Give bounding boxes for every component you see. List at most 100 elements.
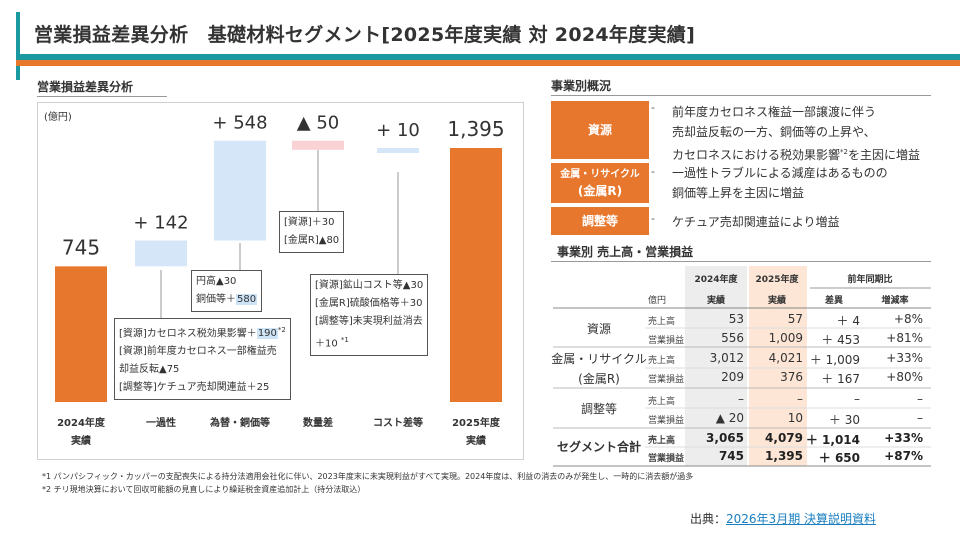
biz-dash-resources: - <box>651 101 655 114</box>
th-diff: 差異 <box>824 296 843 306</box>
row-metric-2-op: 営業損益 <box>648 416 685 426</box>
waterfall-bar-5 <box>450 148 502 402</box>
th-2024: 2024年度 <box>694 275 738 285</box>
annotation-fx: 円高▲30 銅価等＋580 <box>191 270 263 312</box>
waterfall-category-label-1: 一過性 <box>146 416 176 429</box>
th-unit: 億円 <box>648 296 667 306</box>
cell-2025-3-sales: 4,079 <box>765 431 803 445</box>
cell-2024-2-sales: – <box>738 392 744 406</box>
cell-rate-1-sales: +33% <box>886 351 923 365</box>
cell-2024-2-op: ▲ 20 <box>715 411 744 425</box>
annotation-cost: [資源]鉱山コスト等▲30 [金属R]硫酸価格等＋30 [調整等]未実現利益消去… <box>310 274 429 357</box>
table-section-underline <box>551 261 931 262</box>
biz-box-resources: 資源 <box>551 101 649 159</box>
cell-rate-2-op: – <box>917 411 923 425</box>
waterfall-category-label-5-l1: 実績 <box>466 434 486 447</box>
cell-diff-0-sales: ＋ 4 <box>836 314 860 328</box>
row-metric-1-sales: 売上高 <box>648 356 676 366</box>
waterfall-category-label-2: 為替・銅価等 <box>209 416 270 429</box>
chart-unit-label: (億円) <box>44 112 72 123</box>
th-2025: 2025年度 <box>755 275 799 285</box>
title-accent-bar <box>16 12 20 80</box>
source-line: 出典：2026年3月期 決算説明資料 <box>690 510 876 527</box>
cell-rate-3-op: +87% <box>884 449 923 463</box>
waterfall-value-label-0: 745 <box>62 235 100 259</box>
cell-2024-1-op: 209 <box>721 370 744 384</box>
cell-diff-1-sales: ＋ 1,009 <box>809 353 860 367</box>
biz-dash-metals: - <box>651 165 655 178</box>
chart-frame <box>37 102 524 460</box>
cell-2024-3-sales: 3,065 <box>706 431 744 445</box>
cell-rate-0-op: +81% <box>886 331 923 345</box>
row-metric-3-sales: 売上高 <box>648 436 676 446</box>
header-band-orange <box>16 60 960 66</box>
biz-section-label: 事業別概況 <box>551 79 612 93</box>
th-actual-2024: 実績 <box>706 296 725 306</box>
biz-box-metals: 金属・リサイクル (金属R) <box>551 163 649 203</box>
footnote-2: *2 チリ現地決算において回収可能額の見直しにより繰延税金資産追加計上（持分法取… <box>42 485 366 494</box>
biz-box-adjustment: 調整等 <box>551 207 649 235</box>
row-name-0: 資源 <box>586 322 611 336</box>
cell-2024-1-sales: 3,012 <box>709 351 744 365</box>
cell-2025-1-op: 376 <box>780 370 803 384</box>
footnote-1: *1 パンパシフィック・カッパーの支配喪失による持分法適用会社化に伴い、2023… <box>42 472 694 481</box>
source-link[interactable]: 2026年3月期 決算説明資料 <box>726 512 877 526</box>
page-title: 営業損益差異分析 基礎材料セグメント[2025年度実績 対 2024年度実績] <box>34 24 696 46</box>
cell-diff-3-sales: ＋ 1,014 <box>805 433 860 447</box>
cell-2024-0-op: 556 <box>721 331 744 345</box>
row-metric-1-op: 営業損益 <box>648 375 685 385</box>
chart-section-label: 営業損益差異分析 <box>37 80 134 94</box>
cell-rate-2-sales: – <box>917 392 923 406</box>
cell-diff-2-sales: – <box>854 392 860 406</box>
source-prefix: 出典： <box>690 512 727 526</box>
waterfall-value-label-3: ▲ 50 <box>297 113 339 134</box>
cell-2025-0-sales: 57 <box>787 312 803 326</box>
row-name-1: 金属・リサイクル <box>551 352 647 366</box>
waterfall-category-label-0-l1: 実績 <box>71 434 91 447</box>
cell-rate-1-op: +80% <box>886 370 923 384</box>
cell-2025-2-sales: – <box>797 392 803 406</box>
annotation-onetime: [資源]カセロネス税効果影響＋190*2 [資源]前年度カセロネス一部権益売 却… <box>114 318 291 401</box>
header-band-teal <box>16 54 960 60</box>
biz-text-metals: 一過性トラブルによる減産はあるものの 銅価等上昇を主因に増益 <box>672 166 888 200</box>
th-actual-2025: 実績 <box>767 296 786 306</box>
waterfall-bar-4 <box>377 148 419 153</box>
cell-rate-0-sales: +8% <box>893 312 923 326</box>
biz-dash-adjustment: - <box>651 212 655 225</box>
row-name-2: 調整等 <box>580 402 617 416</box>
cell-rate-3-sales: +33% <box>884 431 923 445</box>
row-metric-3-op: 営業損益 <box>648 454 685 464</box>
biz-text-resources: 前年度カセロネス権益一部譲渡に伴う 売却益反転の一方、銅価等の上昇や、 カセロネ… <box>672 105 920 162</box>
waterfall-bar-1 <box>135 240 187 267</box>
waterfall-value-label-2: + 548 <box>212 113 267 134</box>
waterfall-value-label-1: + 142 <box>133 212 188 233</box>
waterfall-category-label-0: 2024年度 <box>57 416 106 429</box>
th-rate: 増減率 <box>881 296 909 306</box>
cell-diff-2-op: ＋ 30 <box>828 413 860 427</box>
cell-2025-0-op: 1,009 <box>768 331 803 345</box>
row-metric-2-sales: 売上高 <box>648 397 676 407</box>
annotation-volume: [資源]＋30 [金属R]▲80 <box>279 211 345 253</box>
chart-section-underline <box>37 96 167 97</box>
cell-2024-3-op: 745 <box>718 449 744 463</box>
waterfall-category-label-4: コスト差等 <box>373 416 423 429</box>
waterfall-bar-2 <box>214 140 266 241</box>
row-metric-0-op: 営業損益 <box>648 336 685 346</box>
cell-2025-1-sales: 4,021 <box>768 351 803 365</box>
waterfall-category-label-3: 数量差 <box>303 416 333 429</box>
cell-diff-0-op: ＋ 453 <box>821 333 860 347</box>
row-name-3: セグメント合計 <box>556 440 641 454</box>
row-name-1-l2: (金属R) <box>578 372 620 386</box>
cell-diff-1-op: ＋ 167 <box>821 372 860 386</box>
biz-text-adjustment: ケチュア売却関連益により増益 <box>672 215 840 229</box>
table-section-label: 事業別 売上高・営業損益 <box>557 245 694 259</box>
waterfall-value-label-4: + 10 <box>376 120 420 141</box>
waterfall-value-label-5: 1,395 <box>447 117 504 141</box>
cell-2025-2-op: 10 <box>787 411 803 425</box>
biz-section-underline <box>551 95 931 96</box>
cell-2025-3-op: 1,395 <box>765 449 803 463</box>
cell-diff-3-op: ＋ 650 <box>818 451 860 465</box>
cell-2024-0-sales: 53 <box>728 312 744 326</box>
